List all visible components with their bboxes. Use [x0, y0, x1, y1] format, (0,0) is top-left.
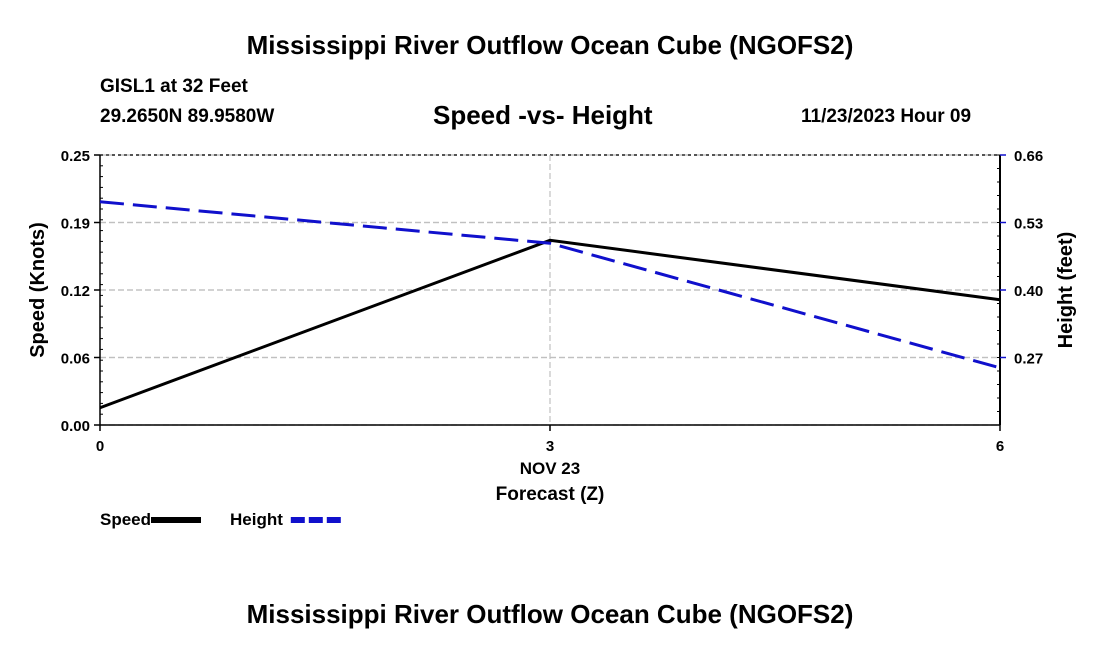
left-tick-label: 0.12 [61, 283, 90, 300]
series-line-height [99, 200, 1001, 370]
x-date-label: NOV 23 [520, 459, 580, 478]
y-axis-title-left: Speed (Knots) [27, 222, 49, 358]
series-line-speed [99, 238, 1001, 410]
left-tick-label: 0.00 [61, 418, 90, 435]
x-tick-label: 0 [96, 438, 104, 455]
x-tick-label: 3 [546, 438, 554, 455]
right-tick-label: 0.27 [1014, 351, 1043, 368]
left-tick-label: 0.06 [61, 351, 90, 368]
left-tick-label: 0.25 [61, 148, 90, 165]
right-tick-label: 0.66 [1014, 148, 1043, 165]
legend-label-height: Height [230, 510, 283, 529]
left-tick-label: 0.19 [61, 216, 90, 233]
right-tick-label: 0.40 [1014, 283, 1043, 300]
right-tick-label: 0.53 [1014, 216, 1043, 233]
page-title: Mississippi River Outflow Ocean Cube (NG… [246, 30, 854, 60]
station-label: GISL1 at 32 Feet [100, 76, 248, 97]
forecast-datetime: 11/23/2023 Hour 09 [801, 106, 972, 127]
legend-label-speed: Speed [100, 510, 151, 529]
y-axis-title-right: Height (feet) [1055, 232, 1077, 349]
chart-subtitle: Speed -vs- Height [433, 100, 653, 130]
x-axis-title: Forecast (Z) [496, 484, 605, 505]
footer-title: Mississippi River Outflow Ocean Cube (NG… [246, 599, 854, 629]
x-tick-label: 6 [996, 438, 1004, 455]
station-coords: 29.2650N 89.9580W [100, 106, 275, 127]
